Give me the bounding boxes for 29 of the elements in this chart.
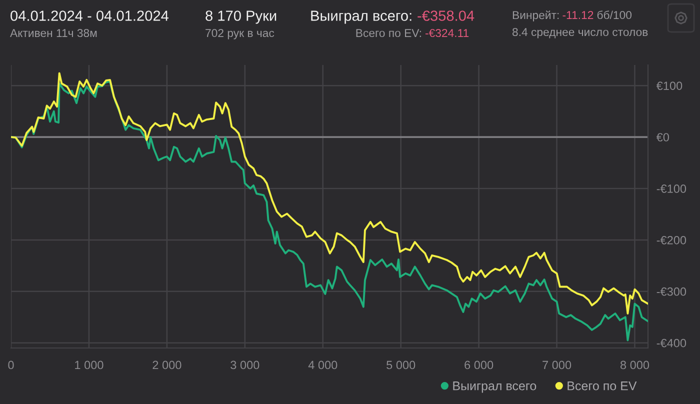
y-tick-label: -€200 — [656, 236, 686, 244]
text: Всего по EV: — [356, 29, 421, 38]
y-tick-label: -€400 — [656, 338, 686, 348]
x-tick-label: 0 — [8, 360, 14, 370]
legend-label: Выиграл всего — [453, 382, 536, 393]
text: Активен 11ч 38м — [10, 28, 97, 38]
text: -€324.11 — [426, 28, 469, 38]
chart-title: 04.01.2024 - 04.01.2024 — [10, 10, 169, 21]
x-tick-label: 4 000 — [308, 360, 338, 370]
y-tick-label: -€300 — [656, 287, 686, 296]
text: Выиграл всего: — [311, 10, 412, 24]
text: -11.12 — [562, 10, 594, 19]
text: бб/100 — [597, 10, 632, 20]
x-tick-label: 8 000 — [620, 360, 650, 370]
x-tick-label: 1 000 — [75, 360, 104, 370]
text: 702 рук в час — [206, 28, 274, 40]
x-tick-label: 6 000 — [464, 360, 494, 370]
text: -€358.04 — [418, 10, 474, 21]
y-tick-label: -€100 — [656, 184, 686, 193]
text: 8 170 Руки — [206, 10, 276, 24]
x-tick-label: 7 000 — [542, 360, 572, 370]
y-tick-label: €100 — [656, 82, 682, 90]
x-tick-label: 5 000 — [386, 360, 416, 370]
y-tick-label: €0 — [656, 133, 670, 142]
text: Винрейт: — [512, 10, 559, 22]
x-tick-label: 3 000 — [230, 360, 260, 370]
legend-label: Всего по EV — [568, 382, 637, 390]
x-tick-label: 2 000 — [152, 360, 182, 370]
text: 8.4 среднее число столов — [512, 28, 648, 38]
